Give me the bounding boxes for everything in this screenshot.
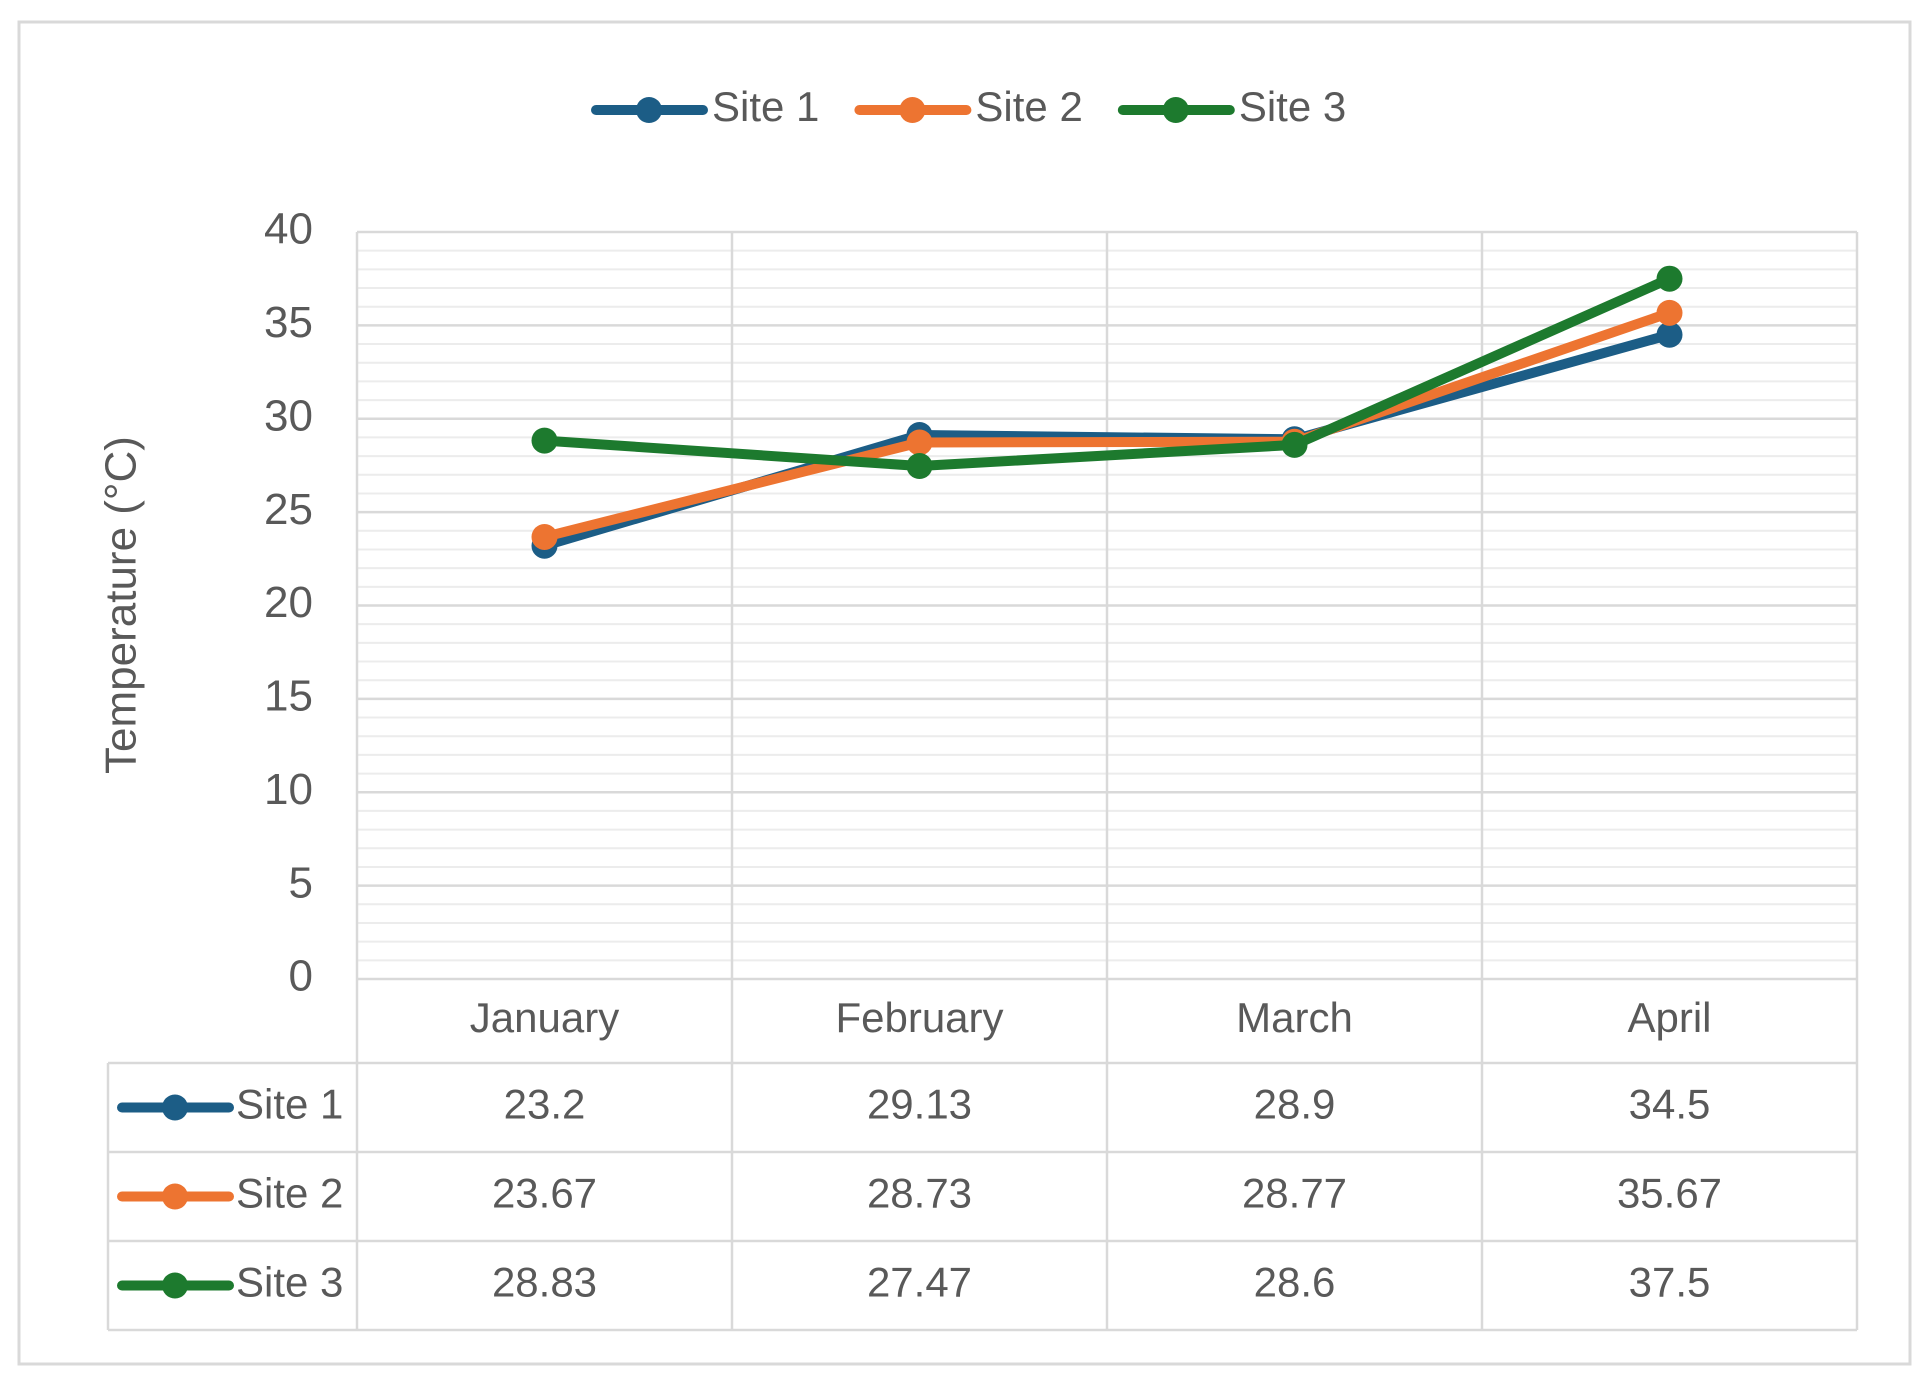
- x-tick-label: February: [835, 994, 1003, 1041]
- table-value: 23.67: [492, 1170, 597, 1217]
- data-point: [1656, 265, 1683, 292]
- x-tick-label: April: [1627, 994, 1711, 1041]
- chart-border: [17, 20, 1912, 1366]
- y-tick-label: 20: [264, 578, 313, 627]
- legend-label: Site 1: [712, 83, 819, 130]
- y-tick-label: 30: [264, 391, 313, 440]
- table-value: 35.67: [1617, 1170, 1722, 1217]
- data-point: [906, 452, 933, 479]
- data-point: [531, 523, 558, 550]
- legend-key-marker: [899, 97, 926, 123]
- table-value: 28.9: [1254, 1081, 1336, 1128]
- y-tick-label: 25: [264, 485, 313, 534]
- legend-key-marker: [162, 1272, 188, 1299]
- legend-label: Site 3: [1239, 83, 1346, 130]
- table-series-name: Site 2: [236, 1170, 343, 1217]
- data-point: [906, 429, 933, 456]
- y-axis-title: Temperature (°C): [97, 436, 146, 774]
- data-point: [1656, 321, 1683, 348]
- table-value: 27.47: [867, 1259, 972, 1306]
- y-tick-label: 10: [264, 765, 313, 814]
- table-value: 34.5: [1629, 1081, 1711, 1128]
- y-tick-label: 40: [264, 205, 313, 254]
- table-value: 28.77: [1242, 1170, 1347, 1217]
- data-point: [531, 427, 558, 454]
- legend-key-marker: [1162, 97, 1189, 123]
- y-tick-label: 5: [289, 858, 313, 907]
- table-value: 29.13: [867, 1081, 972, 1128]
- y-tick-label: 0: [289, 952, 313, 1001]
- y-tick-label: 35: [264, 298, 313, 347]
- x-tick-label: January: [470, 994, 619, 1041]
- x-tick-label: March: [1236, 994, 1353, 1041]
- table-series-name: Site 1: [236, 1081, 343, 1128]
- table-value: 28.73: [867, 1170, 972, 1217]
- table-value: 28.6: [1254, 1259, 1336, 1306]
- legend-key-marker: [162, 1094, 188, 1121]
- legend-label: Site 2: [975, 83, 1082, 130]
- legend-key-marker: [162, 1183, 188, 1210]
- table-value: 23.2: [504, 1081, 586, 1128]
- y-tick-label: 15: [264, 672, 313, 721]
- data-point: [1281, 431, 1308, 458]
- series-line: [539, 273, 1675, 471]
- legend-key-marker: [636, 97, 662, 123]
- series-line: [539, 307, 1675, 542]
- data-point: [1656, 299, 1683, 326]
- table-value: 28.83: [492, 1259, 597, 1306]
- table-series-name: Site 3: [236, 1259, 343, 1306]
- table-value: 37.5: [1629, 1259, 1711, 1306]
